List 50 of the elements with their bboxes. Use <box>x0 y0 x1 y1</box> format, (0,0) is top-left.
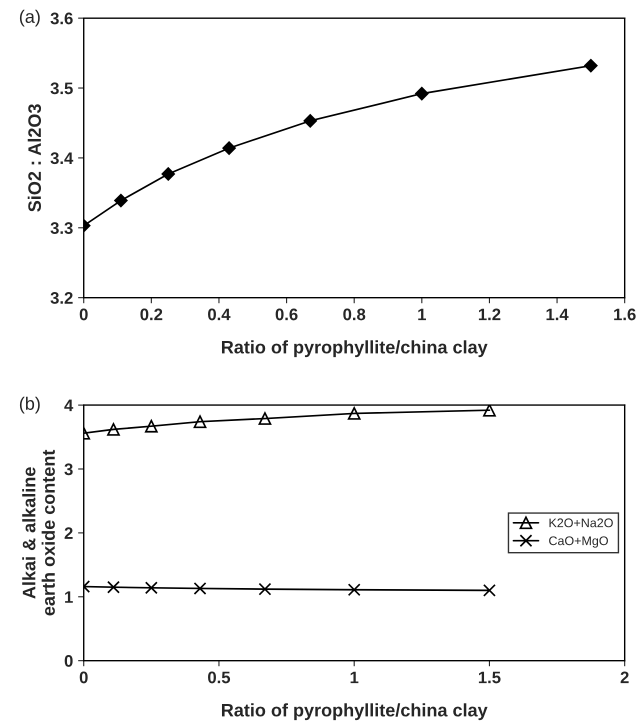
point <box>348 583 361 596</box>
x-tick-label: 1 <box>418 308 426 320</box>
point <box>304 114 317 128</box>
point <box>144 420 158 433</box>
x-tick-label: 1.6 <box>614 308 636 320</box>
point <box>144 581 158 594</box>
y-tick-label: 3 <box>64 463 73 476</box>
point <box>107 580 120 594</box>
legend-label: K2O+Na2O <box>549 518 613 528</box>
x-tick-label: 2 <box>620 672 629 684</box>
x-tick-label: 0.2 <box>140 308 162 320</box>
x-tick-label: 1.4 <box>546 308 569 320</box>
x-tick-label: 0.4 <box>208 308 230 320</box>
x-tick-label: 1 <box>350 672 358 684</box>
x-tick-label: 0.5 <box>208 672 230 684</box>
point <box>222 141 236 155</box>
point <box>194 415 206 428</box>
y-axis-title: Alkai & alkaline earth oxide content <box>22 450 55 616</box>
y-tick-label: 0 <box>64 655 73 667</box>
x-tick-label: 0 <box>80 308 88 320</box>
x-tick-label: 1.2 <box>478 308 500 320</box>
point <box>483 584 496 597</box>
y-tick-label: 3.4 <box>50 152 74 164</box>
text: (b) <box>20 396 40 414</box>
text: (a) <box>20 10 40 27</box>
y-tick-label: 3.6 <box>50 12 73 24</box>
x-axis-title: Ratio of pyrophyllite/china clay <box>222 703 488 720</box>
y-axis-title: SiO2 : Al2O3 <box>28 104 42 212</box>
point <box>258 582 272 596</box>
x-tick-label: 0.6 <box>276 308 298 320</box>
y-tick-label: 3.2 <box>50 292 73 304</box>
x-tick-label: 0.8 <box>343 308 366 320</box>
y-tick-label: 3.5 <box>50 82 73 94</box>
point <box>584 58 598 72</box>
y-tick-label: 4 <box>64 400 74 412</box>
point <box>162 167 175 181</box>
point <box>348 407 361 420</box>
point <box>114 194 128 208</box>
y-tick-label: 3.3 <box>50 222 73 234</box>
y-tick-label: 1 <box>65 591 73 603</box>
point <box>415 86 429 100</box>
legend-label: CaO+MgO <box>549 536 608 548</box>
x-tick-label: 1.5 <box>478 672 501 684</box>
point <box>258 412 272 425</box>
point <box>194 582 206 595</box>
x-tick-label: 0 <box>80 672 88 684</box>
y-tick-label: 2 <box>64 527 73 539</box>
x-axis-title: Ratio of pyrophyllite/china clay <box>222 340 488 358</box>
point <box>483 405 496 417</box>
point <box>107 422 120 436</box>
